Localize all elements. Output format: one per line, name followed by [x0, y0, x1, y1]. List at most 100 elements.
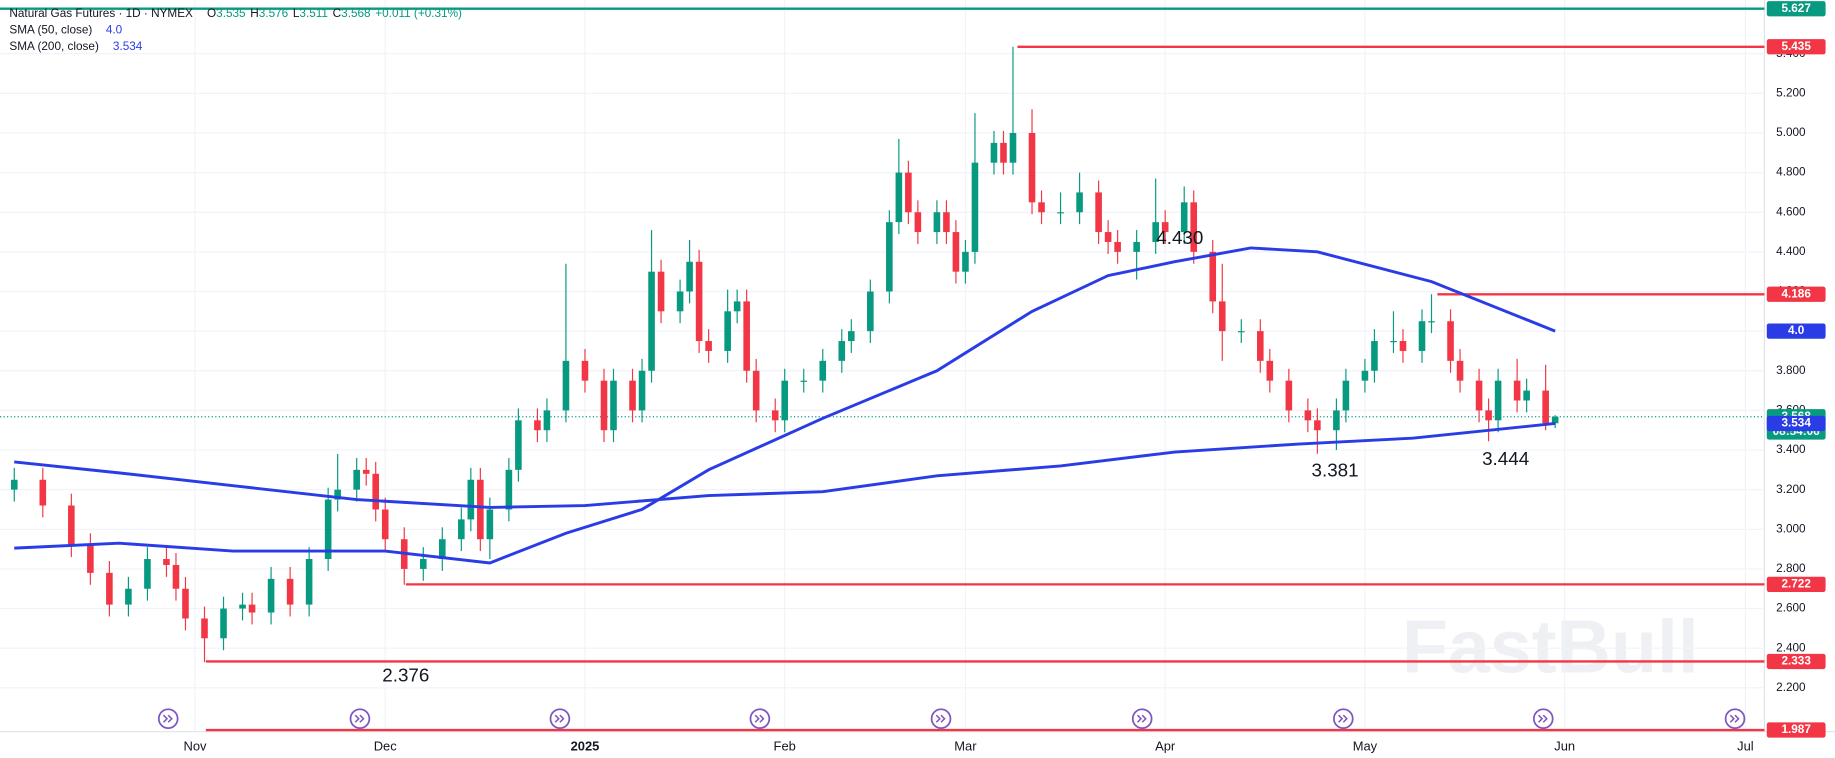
- candle-body: [971, 162, 979, 252]
- candle-body: [1038, 202, 1045, 213]
- candle-body: [886, 222, 893, 292]
- candle-body: [638, 370, 646, 411]
- ohlc-key: H: [250, 7, 258, 20]
- candle-body: [1285, 380, 1293, 411]
- event-icon-arrow: [1538, 714, 1548, 723]
- candle-body: [239, 604, 246, 609]
- event-icon: [349, 708, 371, 730]
- candle-body: [477, 479, 484, 540]
- candle-body: [724, 311, 731, 351]
- y-tick-label: 3.200: [1776, 483, 1806, 496]
- candle-body: [419, 559, 427, 569]
- y-tick-label: 4.800: [1776, 166, 1806, 179]
- annotation: 3.381: [1312, 460, 1359, 481]
- y-tick-label: 2.600: [1776, 602, 1806, 615]
- candle-body: [10, 479, 18, 490]
- candle-body: [334, 489, 341, 500]
- candle-body: [353, 469, 360, 490]
- annotation: 4.430: [1156, 227, 1203, 248]
- candle-body: [68, 505, 75, 546]
- event-icon-arrow: [554, 714, 565, 723]
- candle-body: [1390, 341, 1397, 343]
- annotation: 2.376: [382, 664, 429, 685]
- candle-body: [39, 479, 47, 506]
- candle-body: [629, 380, 636, 411]
- candle-body: [1161, 222, 1169, 233]
- candle-body: [1076, 192, 1083, 213]
- candle-body: [705, 341, 712, 351]
- candle-body: [125, 588, 132, 605]
- candle-body: [1513, 380, 1521, 401]
- candle-body: [743, 301, 750, 371]
- candle-body: [943, 212, 950, 233]
- x-tick-label: Jun: [1554, 738, 1575, 753]
- x-tick-label: Apr: [1155, 738, 1176, 753]
- candle-body: [962, 251, 969, 272]
- level-label: 5.627: [1781, 2, 1811, 15]
- ohlc-key: O: [207, 7, 216, 20]
- candle-body: [220, 608, 227, 639]
- legend: Natural Gas Futures · 1D · NYMEX SMA (50…: [9, 7, 462, 53]
- y-tick-label: 2.200: [1776, 681, 1806, 694]
- candle-body: [1475, 380, 1483, 411]
- event-icon-arrow: [1136, 714, 1147, 723]
- sma-name: SMA (200, close): [9, 40, 99, 53]
- events: [157, 708, 1746, 730]
- candle-body: [1342, 380, 1350, 411]
- candle-body: [1304, 410, 1312, 421]
- candle-body: [1190, 202, 1198, 252]
- event-icon-arrow: [754, 714, 765, 723]
- candle-body: [87, 545, 94, 573]
- candle-body: [1180, 202, 1188, 233]
- moving-averages: [14, 246, 1556, 565]
- candle-body: [543, 410, 551, 431]
- candle-body: [486, 509, 494, 540]
- level-label: 4.186: [1781, 287, 1811, 300]
- candle-body: [305, 559, 313, 605]
- y-tick-label: 3.000: [1776, 522, 1806, 535]
- candle-body: [905, 172, 912, 213]
- y-tick-label: 4.400: [1776, 245, 1806, 258]
- candle-body: [581, 360, 589, 381]
- candle-body: [867, 291, 874, 332]
- level-label: 1.987: [1781, 723, 1811, 736]
- candle-body: [648, 271, 655, 371]
- candle-body: [695, 261, 703, 342]
- candle-body: [771, 410, 779, 421]
- x-tick-label: Feb: [774, 738, 796, 753]
- candle-body: [1152, 222, 1159, 242]
- candle-body: [458, 519, 465, 540]
- candle-body: [1028, 132, 1036, 203]
- candle-body: [990, 142, 998, 163]
- candle-body: [1237, 331, 1245, 333]
- candle-body: [505, 469, 513, 510]
- annotation: 3.444: [1482, 448, 1529, 469]
- x-tick-label: May: [1353, 738, 1378, 753]
- candle-body: [819, 360, 827, 381]
- candle-body: [106, 572, 113, 605]
- sma-name: SMA (50, close): [9, 24, 92, 37]
- sma-line: [14, 246, 1556, 565]
- level-badge: [1766, 576, 1826, 593]
- candle-body: [267, 578, 275, 613]
- candle-body: [1266, 360, 1274, 381]
- candle-body: [1485, 410, 1492, 421]
- candles: [10, 46, 1559, 663]
- candle-body: [1371, 341, 1378, 371]
- candle-body: [172, 564, 180, 589]
- candle-body: [1057, 212, 1064, 214]
- event-icon: [1333, 708, 1354, 730]
- event-icon: [930, 708, 952, 730]
- candle-body: [324, 499, 332, 560]
- sma200-label: 3.534: [1781, 417, 1811, 430]
- event-icon: [1131, 708, 1153, 730]
- candle-body: [657, 271, 665, 312]
- candle-body: [534, 420, 541, 431]
- candle-body: [201, 618, 208, 639]
- event-icon-arrow: [1729, 714, 1740, 723]
- ohlc-value: 3.568: [341, 7, 371, 20]
- y-tick-label: 5.000: [1776, 126, 1806, 139]
- x-tick-label: 2025: [571, 738, 600, 753]
- level-badge: [1766, 653, 1826, 670]
- event-icon-arrow: [1338, 714, 1348, 723]
